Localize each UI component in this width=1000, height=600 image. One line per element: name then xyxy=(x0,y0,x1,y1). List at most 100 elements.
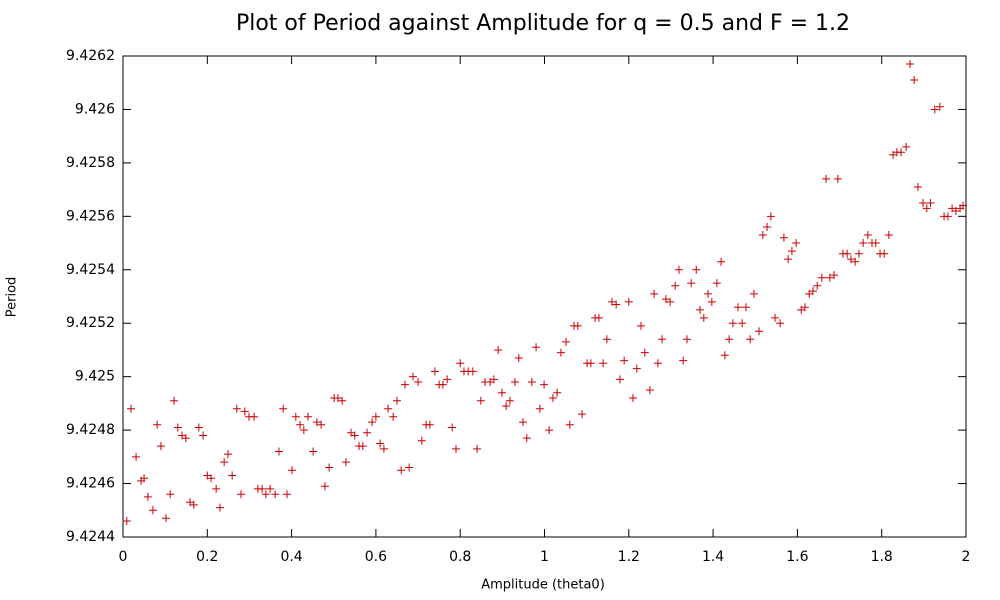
data-point xyxy=(228,471,237,480)
data-point xyxy=(561,337,570,346)
data-point xyxy=(341,458,350,467)
data-point xyxy=(189,500,198,509)
data-point xyxy=(902,142,911,151)
data-point xyxy=(682,335,691,344)
data-point xyxy=(653,359,662,368)
data-point xyxy=(215,503,224,512)
x-tick-label: 1.8 xyxy=(871,549,893,565)
data-point xyxy=(930,105,939,114)
data-point xyxy=(880,249,889,258)
data-point xyxy=(338,396,347,405)
data-point xyxy=(194,423,203,432)
data-point xyxy=(776,319,785,328)
data-point xyxy=(573,321,582,330)
data-point xyxy=(271,490,280,499)
data-point xyxy=(312,418,321,427)
y-tick-label: 9.4248 xyxy=(66,422,115,438)
data-point xyxy=(376,439,385,448)
data-point xyxy=(320,482,329,491)
data-point xyxy=(825,273,834,282)
data-point xyxy=(594,313,603,322)
data-point xyxy=(629,394,638,403)
data-point xyxy=(510,378,519,387)
data-point xyxy=(156,442,165,451)
data-point xyxy=(696,305,705,314)
data-point xyxy=(717,257,726,266)
data-point xyxy=(143,492,152,501)
data-point xyxy=(414,378,423,387)
data-point xyxy=(763,223,772,232)
data-point xyxy=(784,255,793,264)
data-point xyxy=(514,353,523,362)
data-point xyxy=(535,404,544,413)
data-point xyxy=(712,279,721,288)
x-tick-label: 1.4 xyxy=(702,549,724,565)
data-point xyxy=(309,447,318,456)
data-point xyxy=(741,303,750,312)
data-point xyxy=(817,273,826,282)
data-point xyxy=(905,60,914,69)
data-point xyxy=(505,396,514,405)
data-point xyxy=(405,463,414,472)
data-point xyxy=(661,295,670,304)
data-point xyxy=(758,231,767,240)
data-point xyxy=(232,404,241,413)
data-point xyxy=(258,484,267,493)
x-tick-label: 0.4 xyxy=(280,549,302,565)
data-point xyxy=(325,463,334,472)
data-point xyxy=(733,303,742,312)
data-point xyxy=(181,434,190,443)
data-point xyxy=(451,444,460,453)
data-point xyxy=(220,458,229,467)
chart-title: Plot of Period against Amplitude for q =… xyxy=(236,11,850,36)
data-point xyxy=(389,412,398,421)
data-point xyxy=(494,345,503,354)
data-point xyxy=(602,335,611,344)
data-point xyxy=(910,76,919,85)
data-point xyxy=(926,198,935,207)
data-point xyxy=(624,297,633,306)
y-tick-label: 9.4246 xyxy=(66,476,115,492)
y-axis-label: Period xyxy=(5,277,20,318)
data-point xyxy=(207,474,216,483)
data-point xyxy=(913,182,922,191)
x-tick-label: 1.2 xyxy=(618,549,640,565)
data-point xyxy=(556,348,565,357)
data-point xyxy=(274,447,283,456)
x-tick-label: 1.6 xyxy=(786,549,808,565)
data-point xyxy=(532,343,541,352)
data-point xyxy=(519,418,528,427)
data-point xyxy=(738,319,747,328)
data-point xyxy=(384,404,393,413)
y-tick-label: 9.4258 xyxy=(66,155,115,171)
data-point xyxy=(261,490,270,499)
data-point xyxy=(430,367,439,376)
data-point xyxy=(122,516,131,525)
data-point xyxy=(140,474,149,483)
data-point xyxy=(658,335,667,344)
data-point xyxy=(223,450,232,459)
data-point xyxy=(766,212,775,221)
data-point xyxy=(296,420,305,429)
data-point xyxy=(299,426,308,435)
data-point xyxy=(212,484,221,493)
x-tick-label: 2 xyxy=(962,549,971,565)
y-tick-label: 9.4252 xyxy=(66,315,115,331)
data-point xyxy=(443,375,452,384)
data-point xyxy=(692,265,701,274)
data-point xyxy=(808,287,817,296)
data-point xyxy=(199,431,208,440)
data-point xyxy=(699,313,708,322)
data-point xyxy=(489,375,498,384)
x-axis-label: Amplitude (theta0) xyxy=(481,578,605,593)
data-point xyxy=(438,380,447,389)
data-point xyxy=(704,289,713,298)
data-point xyxy=(237,490,246,499)
data-point xyxy=(400,380,409,389)
data-point xyxy=(553,388,562,397)
data-point xyxy=(166,490,175,499)
data-point xyxy=(620,356,629,365)
data-point xyxy=(368,418,377,427)
